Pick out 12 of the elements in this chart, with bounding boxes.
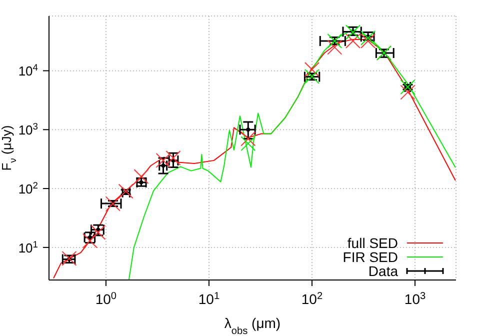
x-axis-title: λ$_{obs}$ (μm) xyxy=(224,315,281,336)
x-tick-label: 10$^{2}$ xyxy=(301,290,323,307)
x-tick-label: 10$^{1}$ xyxy=(198,290,220,307)
y-tick-label: 10$^{1}$ xyxy=(18,239,38,256)
y-tick-label: 10$^{3}$ xyxy=(18,122,38,138)
y-tick-label: 10$^{4}$ xyxy=(18,62,38,79)
legend-label: full SED xyxy=(347,235,398,251)
x-tick-label: 10$^{3}$ xyxy=(404,290,426,307)
legend-label: Data xyxy=(368,263,398,279)
y-tick-label: 10$^{2}$ xyxy=(18,180,38,197)
legend-label: FIR SED xyxy=(342,249,398,265)
x-tick-label: 10$^{0}$ xyxy=(95,290,117,307)
